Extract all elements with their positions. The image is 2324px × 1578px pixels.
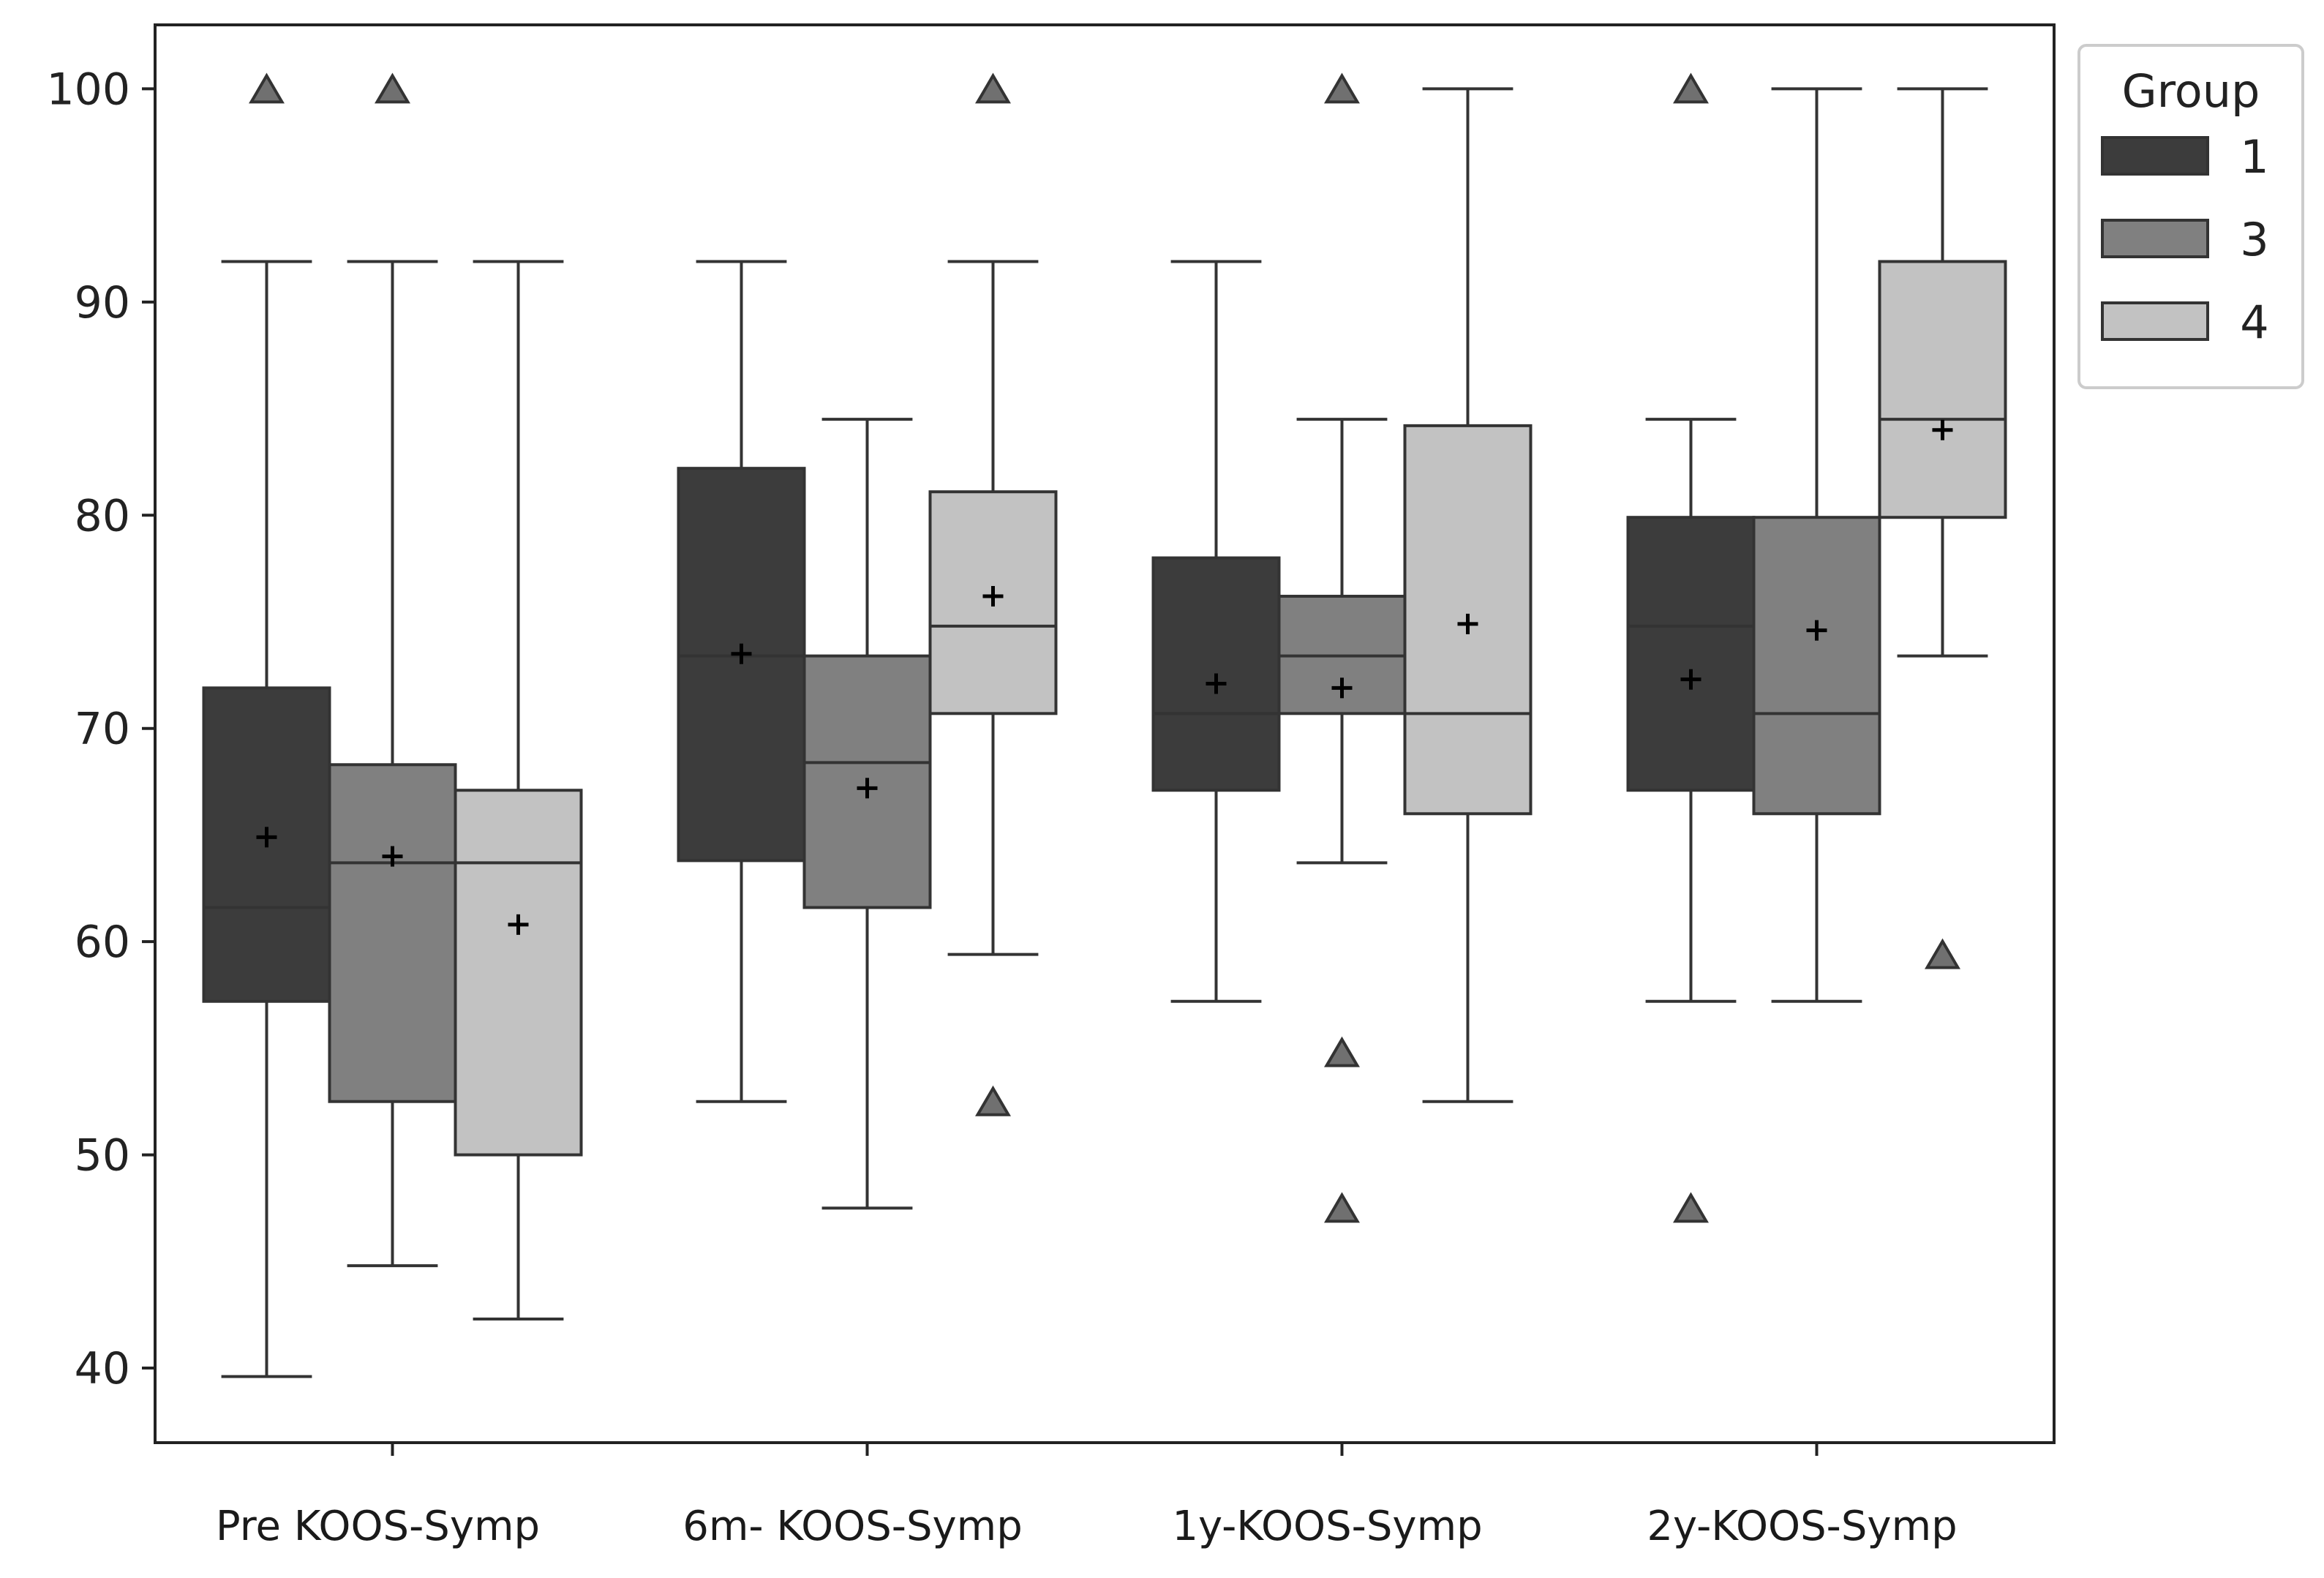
box-group-3-2 bbox=[802, 418, 932, 1210]
x-category-label: 1y-KOOS-Symp bbox=[1172, 1503, 1482, 1550]
outlier-point bbox=[1324, 72, 1360, 104]
box-group-3-4 bbox=[1752, 87, 1881, 1003]
outlier-point bbox=[1925, 938, 1960, 969]
outlier-point bbox=[375, 72, 410, 104]
y-tick-label: 60 bbox=[75, 917, 130, 968]
box-group-1-4 bbox=[1626, 72, 1756, 1223]
iqr-box bbox=[928, 490, 1058, 715]
iqr-box bbox=[1626, 516, 1756, 792]
y-tick-label: 100 bbox=[46, 64, 130, 115]
box-group-4-4 bbox=[1878, 87, 2007, 969]
y-tick-label: 40 bbox=[75, 1343, 130, 1394]
box-group-4-2 bbox=[928, 72, 1058, 1116]
box-group-1-2 bbox=[677, 260, 806, 1103]
iqr-box bbox=[1878, 260, 2007, 519]
legend-swatch bbox=[2101, 219, 2209, 258]
plot-frame bbox=[154, 23, 2056, 1444]
legend-label: 4 bbox=[2240, 296, 2268, 349]
y-tick-label: 50 bbox=[75, 1130, 130, 1181]
box-group-3-3 bbox=[1277, 72, 1407, 1223]
box-group-4-3 bbox=[1403, 87, 1533, 1103]
iqr-box bbox=[328, 763, 457, 1103]
y-tick-label: 80 bbox=[75, 490, 130, 541]
outlier-point bbox=[249, 72, 285, 104]
box-group-1-1 bbox=[202, 72, 331, 1378]
iqr-box bbox=[1752, 516, 1881, 816]
legend-label: 1 bbox=[2240, 130, 2268, 184]
box-group-3-1 bbox=[328, 72, 457, 1268]
x-category-label: 2y-KOOS-Symp bbox=[1647, 1503, 1957, 1550]
box-group-1-3 bbox=[1151, 260, 1281, 1003]
iqr-box bbox=[454, 789, 583, 1157]
y-tick-label: 70 bbox=[75, 704, 130, 755]
outlier-point bbox=[1324, 1192, 1360, 1223]
outlier-point bbox=[1673, 72, 1709, 104]
axes-layer: 40 50 60 70 80 90 100 Pre KOOS-Symp 6m- KOOS-Sym… bbox=[46, 23, 2056, 1550]
x-category-label: Pre KOOS-Symp bbox=[216, 1503, 540, 1550]
legend-swatch bbox=[2101, 301, 2209, 341]
outlier-point bbox=[1324, 1036, 1360, 1067]
outlier-point bbox=[1673, 1192, 1709, 1223]
x-category-label: 6m- KOOS-Symp bbox=[682, 1503, 1023, 1550]
boxes-layer bbox=[202, 72, 2007, 1378]
legend-title: Group bbox=[2122, 64, 2260, 118]
outlier-point bbox=[975, 1085, 1011, 1116]
box-group-4-1 bbox=[454, 260, 583, 1320]
outlier-point bbox=[975, 72, 1011, 104]
y-tick-label: 90 bbox=[75, 277, 130, 328]
legend: Group 1 3 4 bbox=[2077, 44, 2304, 389]
legend-swatch bbox=[2101, 136, 2209, 176]
iqr-box bbox=[677, 467, 806, 863]
legend-label: 3 bbox=[2240, 213, 2268, 266]
